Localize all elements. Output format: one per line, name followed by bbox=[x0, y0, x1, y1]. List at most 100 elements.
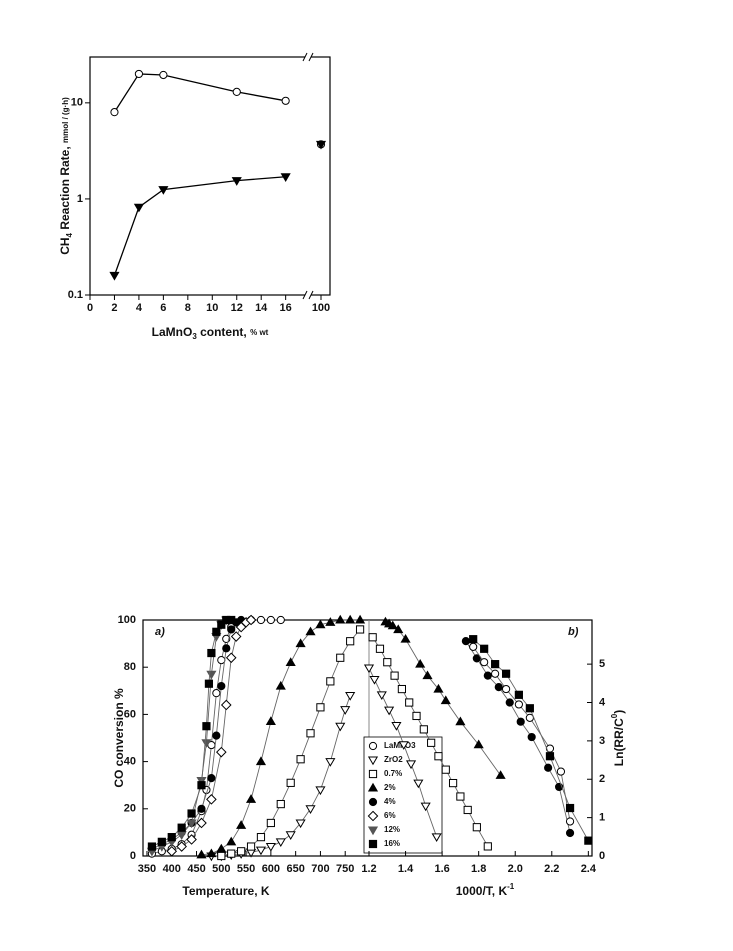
data-point bbox=[275, 680, 286, 690]
x-tick-label: 16 bbox=[280, 302, 292, 314]
data-point bbox=[565, 817, 575, 826]
x-tick-label: 12 bbox=[231, 302, 243, 314]
x-tick-label: 1.6 bbox=[434, 863, 449, 875]
x-tick-label: 2 bbox=[111, 302, 117, 314]
data-point bbox=[109, 271, 120, 281]
data-point bbox=[265, 716, 276, 725]
y-axis-label: CO conversion % bbox=[112, 688, 126, 788]
y-tick-label: 20 bbox=[124, 803, 136, 815]
axis-break bbox=[308, 52, 314, 62]
data-point bbox=[187, 809, 196, 818]
legend-box bbox=[363, 736, 443, 854]
data-point bbox=[222, 644, 231, 653]
data-point bbox=[186, 834, 197, 845]
data-point bbox=[556, 767, 566, 776]
data-point bbox=[472, 823, 481, 832]
data-point bbox=[433, 683, 444, 693]
data-point bbox=[390, 671, 399, 680]
data-point bbox=[345, 614, 356, 624]
data-point bbox=[196, 817, 207, 829]
data-point bbox=[186, 819, 197, 829]
data-point bbox=[463, 805, 472, 815]
data-point bbox=[427, 738, 436, 747]
data-point bbox=[212, 627, 221, 636]
data-point bbox=[544, 763, 553, 772]
data-point bbox=[177, 823, 186, 832]
x-tick-label: 0 bbox=[87, 302, 93, 314]
data-point bbox=[237, 847, 246, 856]
data-point bbox=[565, 803, 575, 813]
data-point bbox=[227, 615, 236, 625]
data-point bbox=[494, 683, 503, 692]
data-point bbox=[315, 619, 326, 629]
data-point bbox=[281, 96, 290, 105]
x-tick-label: 8 bbox=[185, 302, 191, 314]
x-tick-label: 350 bbox=[138, 863, 156, 875]
x-tick-label: 550 bbox=[237, 863, 255, 875]
data-point bbox=[441, 765, 450, 774]
data-point bbox=[316, 703, 325, 712]
y-tick-label: 0.1 bbox=[68, 289, 83, 301]
data-point bbox=[473, 739, 484, 749]
data-point bbox=[335, 722, 346, 732]
x-tick-label: 2.0 bbox=[508, 863, 523, 875]
legend-label: 0.7% bbox=[384, 769, 402, 778]
data-point bbox=[325, 758, 336, 767]
data-point bbox=[236, 820, 247, 829]
data-point bbox=[495, 770, 506, 779]
data-point bbox=[276, 799, 285, 809]
series-line bbox=[368, 667, 438, 837]
data-point bbox=[276, 615, 285, 625]
y2-tick-label: 2 bbox=[599, 773, 605, 785]
data-point bbox=[176, 841, 187, 852]
y2-axis-label: Ln(RR/C0) bbox=[610, 710, 626, 766]
data-point bbox=[448, 778, 458, 788]
x-axis-label: Temperature, K bbox=[182, 884, 269, 898]
annotation: b) bbox=[568, 626, 579, 638]
data-point bbox=[157, 837, 166, 846]
data-point bbox=[514, 690, 523, 699]
data-point bbox=[285, 831, 296, 840]
data-point bbox=[256, 833, 266, 842]
x-tick-label: 500 bbox=[212, 863, 230, 875]
data-point bbox=[412, 711, 421, 721]
data-point bbox=[325, 617, 336, 626]
legend-marker bbox=[367, 782, 379, 792]
x-tick-label: 450 bbox=[187, 863, 205, 875]
axis-break bbox=[305, 54, 311, 60]
legend-marker bbox=[368, 797, 378, 807]
data-point bbox=[387, 620, 398, 630]
axis-break bbox=[302, 290, 308, 300]
data-point bbox=[345, 692, 356, 701]
data-point bbox=[346, 637, 355, 646]
data-point bbox=[384, 706, 395, 716]
data-point bbox=[306, 729, 315, 738]
y-tick-label: 10 bbox=[71, 97, 83, 109]
data-point bbox=[422, 670, 433, 680]
data-point bbox=[295, 638, 306, 648]
data-point bbox=[315, 786, 326, 796]
data-point bbox=[545, 752, 555, 761]
data-point bbox=[398, 741, 409, 750]
data-point bbox=[167, 833, 176, 842]
data-point bbox=[516, 717, 525, 726]
y-tick-label: 1 bbox=[77, 193, 83, 205]
data-point bbox=[206, 848, 217, 858]
data-point bbox=[440, 695, 451, 705]
data-point bbox=[217, 681, 226, 691]
data-point bbox=[158, 186, 169, 195]
data-point bbox=[266, 615, 275, 625]
data-point bbox=[296, 755, 305, 764]
x-tick-label: 10 bbox=[206, 302, 218, 314]
y-axis-label: CH4 Reaction Rate, mmol / (g·h) bbox=[58, 97, 74, 255]
x-tick-label: 650 bbox=[286, 863, 304, 875]
data-point bbox=[469, 635, 478, 644]
x-tick-label: 14 bbox=[255, 302, 268, 314]
data-point bbox=[525, 704, 534, 713]
data-point bbox=[227, 625, 236, 634]
y2-tick-label: 3 bbox=[599, 735, 605, 747]
axis-break bbox=[308, 290, 314, 300]
y-tick-label: 100 bbox=[118, 614, 136, 626]
series-line bbox=[211, 695, 351, 857]
x-tick-label: 750 bbox=[336, 863, 354, 875]
